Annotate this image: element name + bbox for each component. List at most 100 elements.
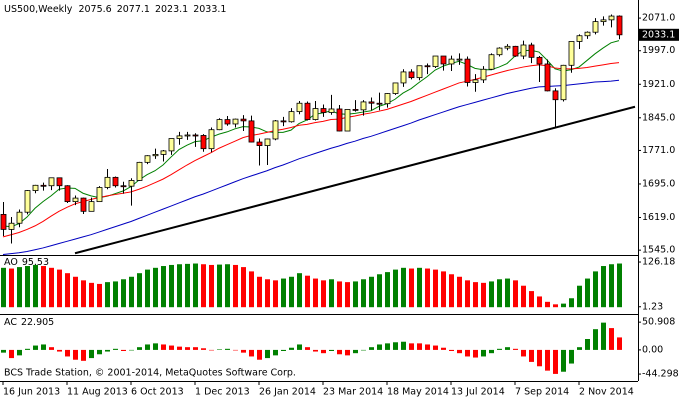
indicator-bar (33, 264, 38, 308)
indicator-bar (409, 343, 414, 350)
candle-body (24, 190, 31, 213)
indicator-bar (201, 264, 206, 308)
indicator-bar (241, 267, 246, 308)
indicator-bar (513, 348, 518, 350)
candle-body (248, 120, 255, 143)
candle-body (368, 101, 375, 104)
x-tick-label: 13 Jul 2014 (451, 387, 505, 398)
indicator-bar (593, 329, 598, 350)
indicator-bar (609, 328, 614, 350)
candle-body (288, 111, 295, 123)
candle-body (312, 108, 319, 120)
indicator-bar (201, 348, 206, 350)
indicator-bar (121, 349, 126, 351)
indicator-bar (249, 349, 254, 357)
indicator-bar (481, 282, 486, 308)
indicator-bar (177, 264, 182, 308)
indicator-bar (553, 304, 558, 308)
candle-body (552, 90, 559, 101)
indicator-bar (33, 345, 38, 350)
price-box (639, 28, 679, 41)
candle-body (528, 44, 535, 58)
candle-body (168, 138, 175, 152)
y-tick-label: -44.298 (642, 369, 679, 380)
indicator-bar (89, 349, 94, 359)
indicator-bar (457, 349, 462, 354)
indicator-bar (417, 267, 422, 308)
candle-body (48, 177, 55, 187)
candle-body (472, 79, 479, 83)
candle-body (304, 102, 311, 120)
candle-body (152, 154, 159, 157)
indicator-bar (241, 349, 246, 353)
candle-body (96, 187, 103, 203)
y-tick-label: 2071.0 (642, 13, 675, 24)
indicator-bar (433, 345, 438, 350)
indicator-bar (257, 349, 262, 360)
candle-body (512, 45, 519, 57)
indicator-bar (129, 276, 134, 308)
indicator-bar (425, 268, 430, 308)
indicator-bar (545, 349, 550, 371)
indicator-bar (393, 342, 398, 350)
indicator-bar (505, 278, 510, 308)
candle-body (392, 82, 399, 94)
indicator-bar (273, 349, 278, 356)
candle-body (192, 134, 199, 137)
candle-body (536, 56, 543, 65)
indicator-bar (385, 343, 390, 350)
indicator-bar (329, 349, 334, 351)
candle-body (456, 58, 463, 61)
indicator-bar (321, 280, 326, 308)
indicator-bar (601, 266, 606, 308)
indicator-bar (449, 274, 454, 308)
candle-body (112, 176, 119, 187)
indicator-bar (577, 285, 582, 308)
y-tick-label: 50.908 (642, 317, 675, 328)
candle-body (520, 44, 527, 57)
indicator-bar (25, 348, 30, 350)
indicator-bar (393, 269, 398, 308)
indicator-bar (497, 279, 502, 308)
candle-body (584, 31, 591, 37)
candle-body (400, 71, 407, 84)
indicator-bar (305, 275, 310, 308)
indicator-bar (153, 267, 158, 308)
candle-body (40, 184, 47, 187)
indicator-bar (297, 344, 302, 350)
candle-body (104, 176, 111, 188)
indicator-bar (249, 271, 254, 308)
indicator-bar (65, 273, 70, 308)
candle-body (32, 184, 39, 191)
candle-body (464, 58, 471, 83)
indicator-bar (105, 349, 110, 352)
indicator-bar (225, 264, 230, 308)
ac-label: AC 22.905 (4, 317, 54, 328)
header-low: 2023.1 (155, 4, 188, 15)
indicator-bar (129, 349, 134, 351)
indicator-bar (585, 339, 590, 350)
indicator-bar (401, 341, 406, 350)
ao-label: AO 95.53 (4, 257, 49, 268)
indicator-bar (361, 349, 366, 351)
indicator-bar (529, 291, 534, 308)
indicator-bar (217, 264, 222, 308)
indicator-bar (465, 280, 470, 308)
candle-body (64, 185, 71, 203)
trend-line (74, 105, 636, 255)
candle-body (128, 180, 135, 187)
indicator-bar (353, 349, 358, 354)
candle-body (144, 155, 151, 163)
indicator-bar (281, 278, 286, 308)
indicator-bar (457, 276, 462, 308)
candle-body (488, 54, 495, 70)
indicator-bar (153, 343, 158, 350)
candle-body (232, 118, 239, 125)
candle-body (280, 120, 287, 123)
indicator-bar (481, 349, 486, 357)
indicator-bar (177, 346, 182, 350)
candle-body (560, 64, 567, 101)
indicator-bar (561, 303, 566, 308)
